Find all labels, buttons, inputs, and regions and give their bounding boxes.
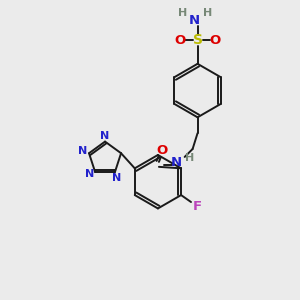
Text: F: F: [192, 200, 202, 214]
Text: N: N: [85, 169, 94, 179]
Text: S: S: [193, 33, 202, 47]
Text: N: N: [171, 156, 182, 170]
Text: N: N: [78, 146, 88, 156]
Text: H: H: [185, 153, 194, 163]
Text: O: O: [210, 34, 221, 46]
Text: N: N: [189, 14, 200, 27]
Text: N: N: [100, 130, 110, 141]
Text: H: H: [178, 8, 187, 18]
Text: O: O: [174, 34, 185, 46]
Text: H: H: [203, 8, 212, 18]
Text: N: N: [112, 173, 122, 183]
Text: O: O: [156, 143, 167, 157]
